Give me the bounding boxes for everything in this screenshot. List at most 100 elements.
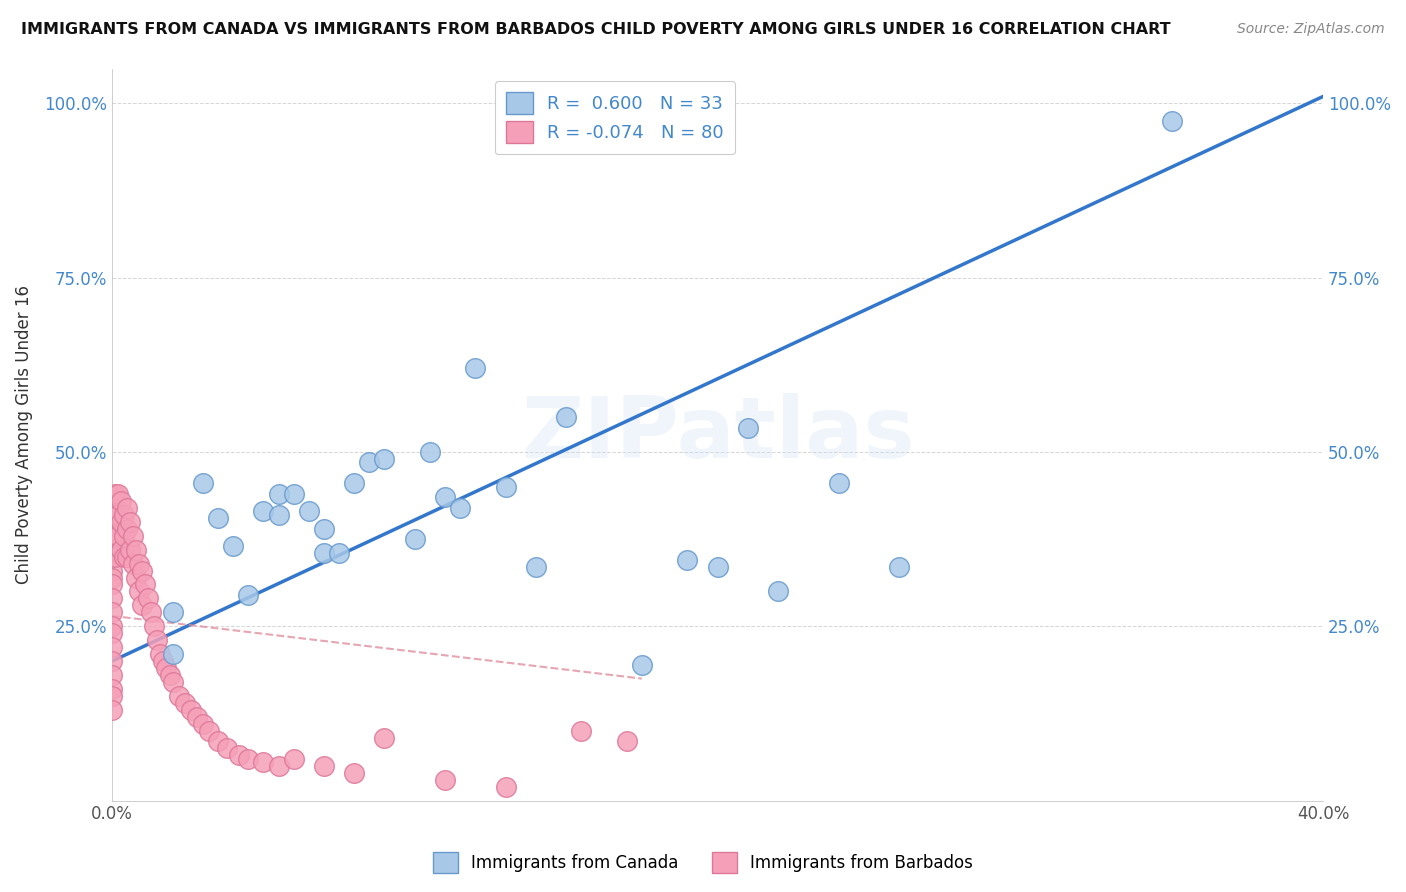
Point	[180, 703, 202, 717]
Point	[134, 577, 156, 591]
Point	[766, 584, 789, 599]
Point	[207, 511, 229, 525]
Point	[122, 529, 145, 543]
Point	[115, 522, 138, 536]
Point	[312, 546, 335, 560]
Point	[101, 500, 124, 515]
Point	[404, 532, 426, 546]
Point	[112, 508, 135, 522]
Point	[101, 542, 124, 557]
Point	[107, 529, 129, 543]
Legend: R =  0.600   N = 33, R = -0.074   N = 80: R = 0.600 N = 33, R = -0.074 N = 80	[495, 81, 734, 154]
Point	[141, 606, 163, 620]
Point	[152, 654, 174, 668]
Point	[101, 570, 124, 584]
Point	[136, 591, 159, 606]
Point	[162, 606, 184, 620]
Point	[112, 549, 135, 564]
Point	[131, 599, 153, 613]
Point	[616, 734, 638, 748]
Point	[373, 731, 395, 745]
Point	[115, 549, 138, 564]
Point	[122, 557, 145, 571]
Point	[107, 508, 129, 522]
Point	[228, 748, 250, 763]
Point	[359, 455, 381, 469]
Text: ZIPatlas: ZIPatlas	[520, 393, 914, 476]
Point	[101, 681, 124, 696]
Point	[434, 491, 457, 505]
Point	[222, 539, 245, 553]
Point	[631, 657, 654, 672]
Point	[101, 529, 124, 543]
Point	[252, 504, 274, 518]
Point	[101, 522, 124, 536]
Point	[827, 476, 849, 491]
Point	[495, 780, 517, 794]
Point	[569, 723, 592, 738]
Point	[104, 508, 127, 522]
Point	[889, 560, 911, 574]
Point	[101, 668, 124, 682]
Point	[343, 476, 366, 491]
Point	[149, 647, 172, 661]
Point	[373, 452, 395, 467]
Point	[198, 723, 221, 738]
Point	[343, 765, 366, 780]
Text: IMMIGRANTS FROM CANADA VS IMMIGRANTS FROM BARBADOS CHILD POVERTY AMONG GIRLS UND: IMMIGRANTS FROM CANADA VS IMMIGRANTS FRO…	[21, 22, 1171, 37]
Point	[146, 633, 169, 648]
Text: Source: ZipAtlas.com: Source: ZipAtlas.com	[1237, 22, 1385, 37]
Point	[191, 476, 214, 491]
Point	[267, 758, 290, 772]
Point	[706, 560, 728, 574]
Point	[110, 515, 132, 529]
Point	[107, 487, 129, 501]
Point	[215, 741, 238, 756]
Point	[555, 410, 578, 425]
Point	[101, 549, 124, 564]
Point	[110, 542, 132, 557]
Point	[238, 752, 260, 766]
Point	[112, 529, 135, 543]
Point	[737, 420, 759, 434]
Point	[128, 584, 150, 599]
Point	[101, 515, 124, 529]
Point	[101, 626, 124, 640]
Point	[101, 591, 124, 606]
Point	[159, 668, 181, 682]
Point	[115, 500, 138, 515]
Point	[162, 647, 184, 661]
Point	[283, 487, 305, 501]
Point	[434, 772, 457, 787]
Point	[449, 500, 471, 515]
Point	[186, 710, 208, 724]
Point	[101, 577, 124, 591]
Point	[167, 689, 190, 703]
Point	[298, 504, 321, 518]
Point	[283, 752, 305, 766]
Point	[125, 570, 148, 584]
Point	[104, 529, 127, 543]
Point	[101, 606, 124, 620]
Point	[267, 508, 290, 522]
Point	[155, 661, 177, 675]
Point	[120, 542, 142, 557]
Point	[238, 588, 260, 602]
Point	[101, 500, 124, 515]
Point	[162, 675, 184, 690]
Point	[524, 560, 547, 574]
Point	[101, 619, 124, 633]
Point	[104, 487, 127, 501]
Point	[101, 535, 124, 549]
Point	[101, 654, 124, 668]
Point	[131, 564, 153, 578]
Point	[1160, 113, 1182, 128]
Point	[101, 689, 124, 703]
Point	[101, 640, 124, 655]
Point	[464, 361, 486, 376]
Point	[676, 553, 699, 567]
Point	[110, 493, 132, 508]
Point	[101, 542, 124, 557]
Point	[173, 696, 195, 710]
Point	[328, 546, 350, 560]
